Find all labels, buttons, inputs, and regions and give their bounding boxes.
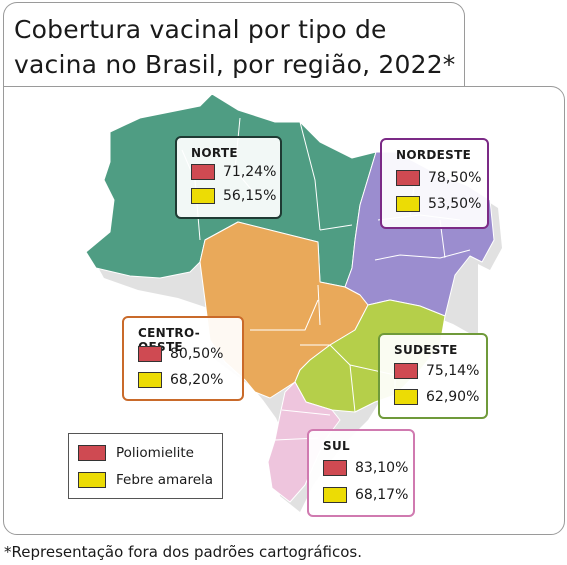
poliomielite-swatch xyxy=(396,170,420,186)
region-box-sudeste: SUDESTE 75,14% 62,90% xyxy=(378,333,488,419)
legend-label: Poliomielite xyxy=(116,445,194,461)
poliomielite-swatch xyxy=(138,346,162,362)
legend-swatch-poliomielite xyxy=(78,445,106,461)
map-legend: Poliomielite Febre amarela xyxy=(68,433,223,499)
febre-amarela-value: 53,50% xyxy=(428,196,482,212)
febre-amarela-swatch xyxy=(323,487,347,503)
poliomielite-swatch xyxy=(394,363,418,379)
legend-swatch-febre-amarela xyxy=(78,472,106,488)
febre-amarela-swatch xyxy=(394,389,418,405)
poliomielite-value: 80,50% xyxy=(170,346,224,362)
legend-label: Febre amarela xyxy=(116,472,214,488)
febre-amarela-swatch xyxy=(138,372,162,388)
region-sul xyxy=(267,381,341,503)
febre-amarela-value: 68,20% xyxy=(170,372,224,388)
febre-amarela-swatch xyxy=(191,188,215,204)
region-name: SUL xyxy=(323,439,350,453)
poliomielite-value: 71,24% xyxy=(223,164,277,180)
region-box-centro-oeste: CENTRO-OESTE 80,50% 68,20% xyxy=(122,316,244,401)
region-box-sul: SUL 83,10% 68,17% xyxy=(307,429,415,517)
febre-amarela-value: 62,90% xyxy=(426,389,480,405)
region-name: NORDESTE xyxy=(396,148,472,162)
region-name: NORTE xyxy=(191,146,238,160)
poliomielite-value: 75,14% xyxy=(426,363,480,379)
poliomielite-value: 83,10% xyxy=(355,460,409,476)
poliomielite-value: 78,50% xyxy=(428,170,482,186)
poliomielite-swatch xyxy=(323,460,347,476)
febre-amarela-swatch xyxy=(396,196,420,212)
poliomielite-swatch xyxy=(191,164,215,180)
febre-amarela-value: 68,17% xyxy=(355,487,409,503)
region-box-nordeste: NORDESTE 78,50% 53,50% xyxy=(380,138,489,229)
region-name: SUDESTE xyxy=(394,343,458,357)
title-box: Cobertura vacinal por tipo de vacina no … xyxy=(3,2,465,86)
febre-amarela-value: 56,15% xyxy=(223,188,277,204)
region-box-norte: NORTE 71,24% 56,15% xyxy=(175,136,282,219)
footnote: *Representação fora dos padrões cartográ… xyxy=(4,543,363,561)
map-title: Cobertura vacinal por tipo de vacina no … xyxy=(14,15,456,79)
